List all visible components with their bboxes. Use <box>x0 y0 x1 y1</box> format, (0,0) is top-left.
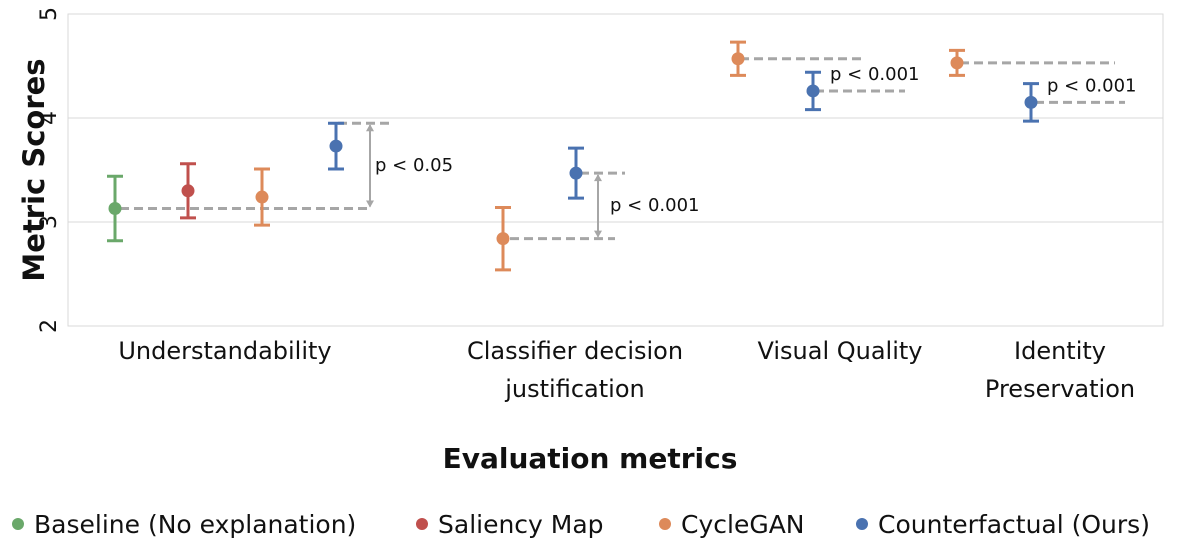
x-tick-label: Identity Preservation <box>984 337 1136 403</box>
plot-area <box>67 13 1164 327</box>
y-tick-label: 3 <box>37 215 62 229</box>
data-point <box>731 52 745 66</box>
legend-marker <box>416 518 428 530</box>
legend-label: Baseline (No explanation) <box>34 510 356 539</box>
data-point <box>950 56 964 70</box>
legend-label: Saliency Map <box>438 510 604 539</box>
data-point <box>496 232 510 246</box>
x-tick-label: Visual Quality <box>757 337 923 365</box>
data-point <box>108 201 122 215</box>
legend-marker <box>856 518 868 530</box>
data-point <box>255 190 269 204</box>
y-tick-label: 4 <box>37 111 62 125</box>
y-tick-label: 2 <box>37 319 62 333</box>
annotation: p < 0.001 <box>1047 75 1136 96</box>
legend-label: Counterfactual (Ours) <box>878 510 1150 539</box>
data-point <box>569 166 583 180</box>
y-tick-label: 5 <box>37 7 62 21</box>
annotation: p < 0.05 <box>375 155 453 176</box>
data-point <box>806 84 820 98</box>
legend-marker <box>12 518 24 530</box>
x-tick-label: Understandability <box>118 337 332 365</box>
y-axis-title: Metric Scores <box>17 58 51 281</box>
data-point <box>181 184 195 198</box>
annotation: p < 0.001 <box>610 195 699 216</box>
data-point <box>329 139 343 153</box>
legend-label: CycleGAN <box>681 510 805 539</box>
x-axis-title: Evaluation metrics <box>443 442 738 475</box>
annotation: p < 0.001 <box>830 64 919 85</box>
legend-marker <box>659 518 671 530</box>
x-tick-label: Classifier decision justification <box>466 337 684 403</box>
data-point <box>1024 95 1038 109</box>
bracket-arrow <box>594 174 602 238</box>
